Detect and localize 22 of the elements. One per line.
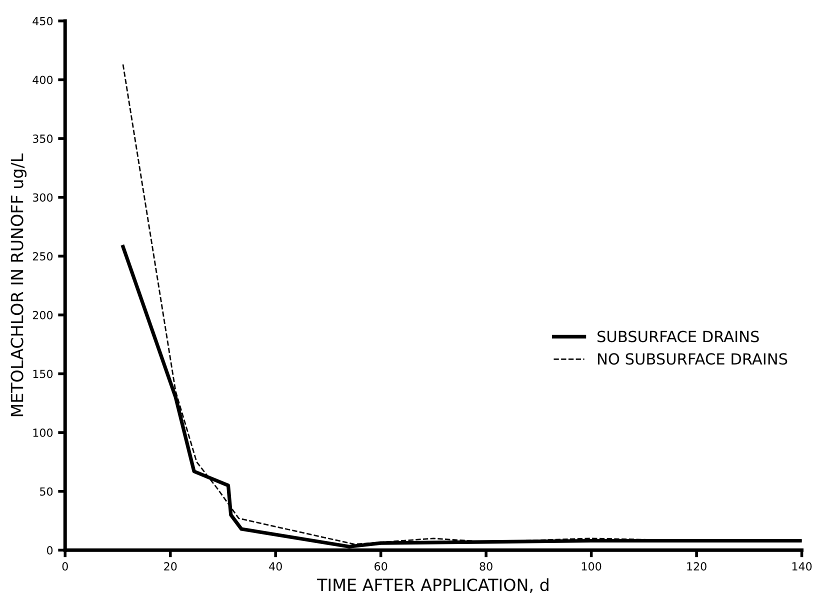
y-tick-label: 400 [32,76,53,84]
y-tick-label: 100 [33,428,53,437]
y-tick-label: 450 [32,16,53,26]
y-axis-title: METOLACHLOR IN RUNOFF ug/L [10,153,27,416]
y-tick-label: 300 [32,193,53,202]
x-tick-label: 140 [792,562,812,571]
x-tick-label: 40 [269,562,282,571]
y-tick-label: 350 [32,134,53,143]
legend-label: SUBSURFACE DRAINS [598,330,759,342]
y-tick-label: 200 [32,310,53,320]
y-tick-label: 50 [40,487,53,496]
x-tick-label: 20 [164,562,177,571]
y-tick-label: 0 [46,546,53,555]
x-tick-label: 60 [374,562,388,571]
legend-label: NO SUBSURFACE DRAINS [598,353,788,365]
y-tick-label: 250 [32,252,53,261]
x-axis-title: TIME AFTER APPLICATION, d [316,578,548,593]
x-tick-label: 100 [582,562,602,571]
x-tick-label: 80 [480,562,492,571]
y-tick-label: 150 [33,370,53,378]
x-tick-label: 0 [62,562,68,571]
x-tick-label: 120 [687,562,706,571]
